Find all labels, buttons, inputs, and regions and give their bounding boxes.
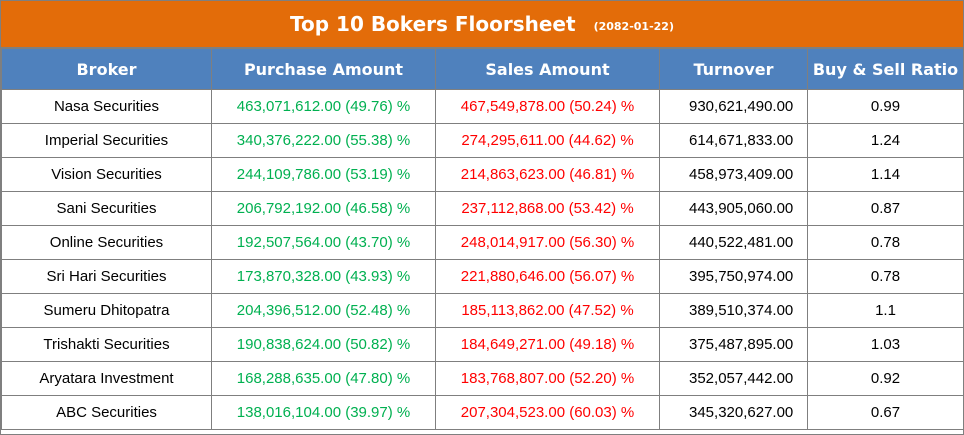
purchase-amount-cell: 192,507,564.00 (43.70) %	[211, 225, 436, 260]
table-row: Vision Securities 244,109,786.00 (53.19) …	[1, 157, 964, 192]
purchase-amount-cell: 173,870,328.00 (43.93) %	[211, 259, 436, 294]
table-row: Sri Hari Securities 173,870,328.00 (43.93…	[1, 259, 964, 294]
ratio-cell: 1.14	[807, 157, 964, 192]
broker-cell: ABC Securities	[1, 395, 212, 430]
purchase-amount-cell: 206,792,192.00 (46.58) %	[211, 191, 436, 226]
broker-cell: Aryatara Investment	[1, 361, 212, 396]
sales-amount-cell: 183,768,807.00 (52.20) %	[435, 361, 660, 396]
ratio-cell: 1.03	[807, 327, 964, 362]
turnover-cell: 443,905,060.00	[659, 191, 808, 226]
ratio-cell: 0.87	[807, 191, 964, 226]
table-row: Sani Securities 206,792,192.00 (46.58) % 2…	[1, 191, 964, 226]
sales-amount-cell: 248,014,917.00 (56.30) %	[435, 225, 660, 260]
table-row: Imperial Securities 340,376,222.00 (55.38…	[1, 123, 964, 158]
table-row: Nasa Securities 463,071,612.00 (49.76) % 4…	[1, 89, 964, 124]
turnover-cell: 458,973,409.00	[659, 157, 808, 192]
column-header-ratio: Buy & Sell Ratio	[807, 48, 964, 90]
table-row: Aryatara Investment 168,288,635.00 (47.80…	[1, 361, 964, 396]
sales-amount-cell: 221,880,646.00 (56.07) %	[435, 259, 660, 294]
table-row: Sumeru Dhitopatra 204,396,512.00 (52.48) …	[1, 293, 964, 328]
broker-cell: Trishakti Securities	[1, 327, 212, 362]
turnover-cell: 395,750,974.00	[659, 259, 808, 294]
column-header-turnover: Turnover	[659, 48, 808, 90]
turnover-cell: 389,510,374.00	[659, 293, 808, 328]
broker-cell: Sani Securities	[1, 191, 212, 226]
table-row: ABC Securities 138,016,104.00 (39.97) % 20…	[1, 395, 964, 430]
column-header-broker: Broker	[1, 48, 212, 90]
purchase-amount-cell: 168,288,635.00 (47.80) %	[211, 361, 436, 396]
ratio-cell: 0.99	[807, 89, 964, 124]
sales-amount-cell: 274,295,611.00 (44.62) %	[435, 123, 660, 158]
turnover-cell: 352,057,442.00	[659, 361, 808, 396]
turnover-cell: 930,621,490.00	[659, 89, 808, 124]
sales-amount-cell: 207,304,523.00 (60.03) %	[435, 395, 660, 430]
broker-table: Broker Purchase Amount Sales Amount Turn…	[1, 48, 964, 430]
title-bar: Top 10 Bokers Floorsheet (2082-01-22)	[1, 1, 963, 48]
column-header-sales-amount: Sales Amount	[435, 48, 660, 90]
broker-cell: Vision Securities	[1, 157, 212, 192]
broker-cell: Imperial Securities	[1, 123, 212, 158]
title-date: (2082-01-22)	[593, 19, 674, 33]
purchase-amount-cell: 463,071,612.00 (49.76) %	[211, 89, 436, 124]
table-row: Trishakti Securities 190,838,624.00 (50.8…	[1, 327, 964, 362]
purchase-amount-cell: 190,838,624.00 (50.82) %	[211, 327, 436, 362]
sales-amount-cell: 237,112,868.00 (53.42) %	[435, 191, 660, 226]
ratio-cell: 0.78	[807, 225, 964, 260]
broker-cell: Sri Hari Securities	[1, 259, 212, 294]
ratio-cell: 0.78	[807, 259, 964, 294]
broker-cell: Nasa Securities	[1, 89, 212, 124]
sales-amount-cell: 185,113,862.00 (47.52) %	[435, 293, 660, 328]
turnover-cell: 345,320,627.00	[659, 395, 808, 430]
broker-cell: Sumeru Dhitopatra	[1, 293, 212, 328]
purchase-amount-cell: 204,396,512.00 (52.48) %	[211, 293, 436, 328]
ratio-cell: 0.92	[807, 361, 964, 396]
table-header: Broker Purchase Amount Sales Amount Turn…	[1, 48, 964, 90]
sales-amount-cell: 214,863,623.00 (46.81) %	[435, 157, 660, 192]
table-row: Online Securities 192,507,564.00 (43.70) …	[1, 225, 964, 260]
ratio-cell: 1.1	[807, 293, 964, 328]
turnover-cell: 614,671,833.00	[659, 123, 808, 158]
broker-cell: Online Securities	[1, 225, 212, 260]
turnover-cell: 440,522,481.00	[659, 225, 808, 260]
sales-amount-cell: 184,649,271.00 (49.18) %	[435, 327, 660, 362]
column-header-purchase-amount: Purchase Amount	[211, 48, 436, 90]
purchase-amount-cell: 340,376,222.00 (55.38) %	[211, 123, 436, 158]
ratio-cell: 0.67	[807, 395, 964, 430]
purchase-amount-cell: 138,016,104.00 (39.97) %	[211, 395, 436, 430]
table-body: Nasa Securities 463,071,612.00 (49.76) % 4…	[1, 89, 964, 430]
turnover-cell: 375,487,895.00	[659, 327, 808, 362]
ratio-cell: 1.24	[807, 123, 964, 158]
page-title: Top 10 Bokers Floorsheet	[290, 12, 576, 36]
sales-amount-cell: 467,549,878.00 (50.24) %	[435, 89, 660, 124]
purchase-amount-cell: 244,109,786.00 (53.19) %	[211, 157, 436, 192]
